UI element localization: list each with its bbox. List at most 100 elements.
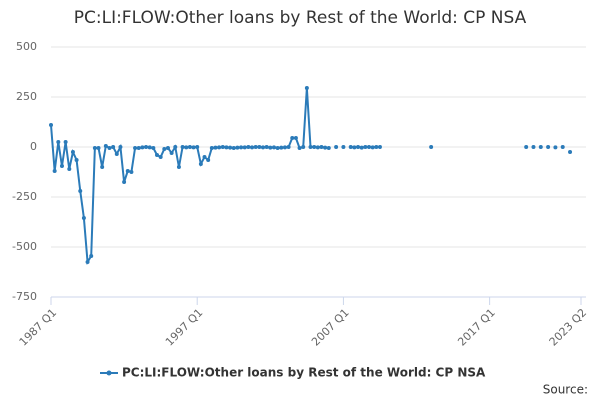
point xyxy=(56,140,61,144)
point xyxy=(111,145,116,149)
point xyxy=(224,145,229,150)
point xyxy=(290,136,295,140)
point xyxy=(363,145,368,149)
point xyxy=(370,145,375,150)
x-tick-label: 2017 Q1 xyxy=(455,306,498,349)
point xyxy=(250,145,255,150)
point xyxy=(209,146,214,150)
point xyxy=(206,158,211,162)
point xyxy=(52,169,57,173)
point xyxy=(560,145,565,149)
chart-title: PC:LI:FLOW:Other loans by Rest of the Wo… xyxy=(74,8,527,28)
point xyxy=(107,146,112,150)
y-tick-label: 250 xyxy=(16,90,37,103)
x-tick-label: 2007 Q1 xyxy=(309,306,352,349)
point xyxy=(89,254,94,258)
point xyxy=(231,146,236,150)
point xyxy=(264,145,269,149)
point xyxy=(151,146,156,150)
point xyxy=(308,145,313,149)
point xyxy=(67,167,72,171)
point xyxy=(341,145,346,149)
point xyxy=(220,145,225,149)
point xyxy=(546,145,551,149)
point xyxy=(315,145,320,150)
point xyxy=(198,162,203,166)
point xyxy=(253,145,258,149)
point xyxy=(217,145,222,150)
point xyxy=(271,145,276,150)
legend-marker xyxy=(106,370,112,376)
point xyxy=(74,158,79,162)
point xyxy=(257,145,262,149)
point xyxy=(114,152,119,156)
point xyxy=(180,145,185,149)
y-tick-label: 500 xyxy=(16,40,37,53)
point xyxy=(129,170,134,174)
point xyxy=(173,145,178,149)
point xyxy=(140,145,145,150)
point xyxy=(359,145,364,150)
point xyxy=(213,145,218,150)
point xyxy=(235,145,240,150)
point xyxy=(239,145,244,150)
point xyxy=(228,145,233,150)
point xyxy=(63,140,68,144)
point xyxy=(125,169,130,173)
point xyxy=(165,146,170,150)
point xyxy=(155,153,159,157)
point xyxy=(158,155,163,159)
y-tick-label: -250 xyxy=(12,190,37,203)
point xyxy=(279,145,284,150)
point xyxy=(100,165,105,169)
point xyxy=(524,145,529,149)
point xyxy=(568,150,573,154)
point xyxy=(282,145,287,150)
point xyxy=(352,145,357,150)
point xyxy=(96,146,101,150)
point xyxy=(531,145,536,149)
point xyxy=(92,146,97,150)
point xyxy=(553,145,558,150)
point xyxy=(246,145,251,149)
point xyxy=(70,150,75,154)
point xyxy=(297,146,302,150)
x-tick-label: 1997 Q1 xyxy=(163,306,206,349)
point xyxy=(356,145,361,149)
point xyxy=(268,145,273,150)
point xyxy=(195,145,200,149)
point xyxy=(348,145,353,149)
point xyxy=(162,147,167,151)
point xyxy=(275,146,280,150)
point xyxy=(242,145,247,150)
point xyxy=(261,145,265,150)
point xyxy=(334,145,339,149)
point xyxy=(319,145,324,149)
point xyxy=(293,136,298,140)
point xyxy=(169,151,174,155)
point xyxy=(538,145,543,149)
point xyxy=(191,145,196,150)
y-tick-label: -750 xyxy=(12,290,37,303)
point xyxy=(103,144,108,148)
y-tick-label: 0 xyxy=(30,140,37,153)
point xyxy=(184,145,189,150)
point xyxy=(49,123,53,127)
point xyxy=(374,145,379,149)
point xyxy=(136,146,141,150)
point xyxy=(187,145,192,149)
point xyxy=(122,180,127,184)
source: Source: xyxy=(543,383,588,397)
point xyxy=(301,145,306,149)
point xyxy=(202,155,207,159)
point xyxy=(133,146,138,150)
x-tick-label: 1987 Q1 xyxy=(17,306,60,349)
point xyxy=(326,146,331,150)
point xyxy=(85,260,90,264)
point xyxy=(144,145,149,149)
point xyxy=(81,216,86,220)
point xyxy=(59,164,64,168)
point xyxy=(312,145,317,149)
point xyxy=(176,165,181,169)
